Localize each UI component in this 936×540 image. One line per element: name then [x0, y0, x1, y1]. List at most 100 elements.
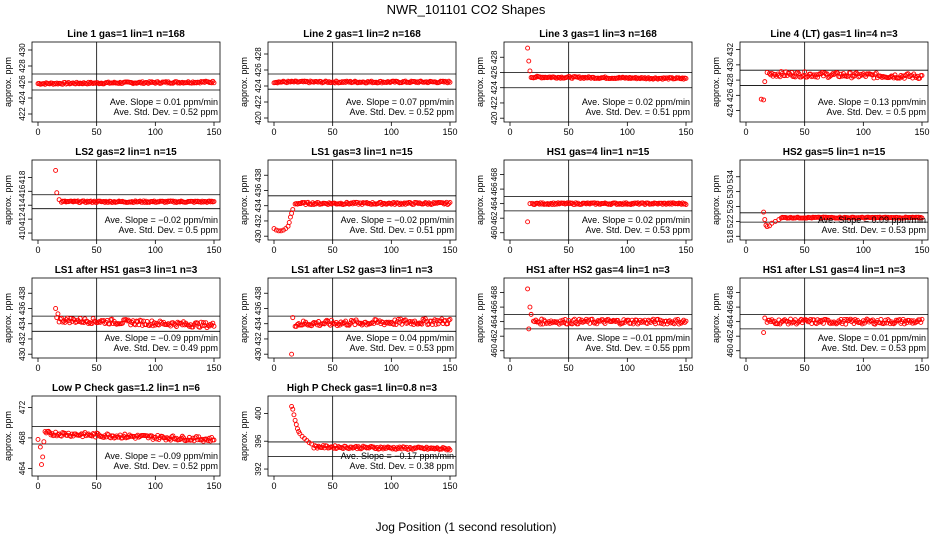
data-point [447, 199, 453, 205]
data-point [525, 286, 531, 292]
data-point [324, 317, 330, 323]
data-point [311, 202, 317, 207]
data-point [102, 199, 108, 205]
data-point [917, 75, 923, 81]
data-point [538, 321, 543, 327]
data-point [413, 320, 419, 326]
data-point [668, 200, 674, 206]
data-point [561, 200, 567, 206]
data-point [576, 316, 582, 322]
data-point [525, 45, 531, 51]
data-point [181, 435, 186, 441]
x-tick-label: 0 [507, 127, 512, 137]
y-tick-label: 422 [18, 107, 27, 121]
data-point [290, 315, 296, 321]
x-tick-label: 0 [743, 363, 748, 373]
data-point [172, 322, 178, 328]
y-tick-label: 436 [18, 301, 27, 315]
data-point [566, 318, 572, 323]
y-axis-label: approx. ppm [239, 175, 249, 225]
data-point [329, 317, 334, 323]
data-point [405, 200, 411, 206]
panel-title: HS1 after HS2 gas=4 lin=1 n=3 [526, 265, 670, 276]
data-point [539, 201, 545, 207]
y-axis-label: approx. ppm [3, 175, 13, 225]
data-point [300, 318, 306, 324]
slope-annotation: Ave. Slope = 0.01 ppm/min [110, 97, 218, 107]
y-tick-label: 468 [490, 167, 499, 181]
data-point [289, 403, 295, 409]
data-point [54, 80, 60, 86]
slope-annotation: Ave. Slope = −0.09 ppm/min [105, 451, 218, 461]
data-point [584, 75, 590, 81]
data-point [150, 323, 156, 329]
x-tick-label: 150 [442, 127, 457, 137]
panel-5: LS2 gas=2 lin=1 n=150 50 100 15041041241441… [3, 147, 222, 255]
data-point [323, 318, 329, 324]
panel-title: HS1 after LS1 gas=4 lin=1 n=3 [763, 265, 906, 276]
x-tick-label: 0 [743, 127, 748, 137]
data-point [891, 321, 897, 327]
y-tick-label: 420 [254, 111, 263, 125]
data-point [640, 318, 646, 324]
data-point [273, 227, 279, 233]
data-point [384, 445, 390, 451]
data-point [589, 316, 595, 322]
stddev-annotation: Ave. Std. Dev. = 0.53 ppm [822, 225, 926, 235]
data-point [767, 71, 772, 76]
data-point [164, 435, 170, 441]
data-point [758, 96, 764, 102]
data-point [395, 316, 401, 322]
y-tick-label: 430 [18, 347, 27, 361]
plot-frame [267, 277, 457, 359]
panel-6: LS1 gas=3 lin=1 n=150 50 100 15043043243443… [239, 147, 458, 255]
x-tick-label: 50 [328, 363, 338, 373]
data-point [761, 97, 767, 103]
data-point [432, 317, 438, 323]
data-point [64, 80, 70, 86]
data-point [799, 320, 805, 326]
data-point [526, 58, 532, 64]
y-tick-label: 464 [490, 314, 499, 328]
y-tick-label: 430 [254, 229, 263, 243]
slope-annotation: Ave. Slope = 0.09 ppm/min [818, 215, 926, 225]
data-point [394, 445, 400, 451]
data-point [860, 71, 866, 77]
data-point [792, 317, 798, 323]
x-tick-label: 50 [92, 245, 102, 255]
y-tick-label: 438 [254, 168, 263, 182]
data-point [615, 318, 621, 323]
slope-annotation: Ave. Slope = 0.02 ppm/min [582, 215, 690, 225]
panel-title: HS2 gas=5 lin=1 n=15 [783, 147, 886, 158]
data-point [48, 432, 54, 438]
data-point [295, 426, 300, 432]
plot-frame [503, 159, 693, 241]
x-tick-label: 100 [384, 245, 399, 255]
panel-title: Line 3 gas=1 lin=3 n=168 [539, 29, 657, 40]
y-tick-label: 464 [18, 461, 27, 475]
data-point [91, 198, 97, 204]
data-point [93, 319, 98, 325]
data-point [802, 69, 808, 75]
data-point [211, 323, 217, 329]
data-point [297, 431, 303, 437]
data-point [47, 81, 53, 87]
data-point [381, 444, 387, 450]
data-point [195, 437, 201, 443]
data-point [419, 321, 425, 327]
y-tick-label: 464 [726, 314, 735, 328]
data-point [87, 81, 93, 87]
x-tick-label: 0 [35, 245, 40, 255]
data-point [39, 462, 44, 468]
data-point [334, 445, 340, 451]
data-point [391, 78, 397, 84]
data-point [836, 215, 842, 221]
data-point [637, 76, 643, 82]
data-point [184, 80, 190, 86]
data-point [675, 317, 681, 322]
y-tick-label: 392 [254, 462, 263, 476]
data-point [170, 433, 176, 439]
data-point [90, 199, 96, 205]
x-tick-label: 150 [206, 363, 221, 373]
stddev-annotation: Ave. Std. Dev. = 0.53 ppm [586, 225, 690, 235]
